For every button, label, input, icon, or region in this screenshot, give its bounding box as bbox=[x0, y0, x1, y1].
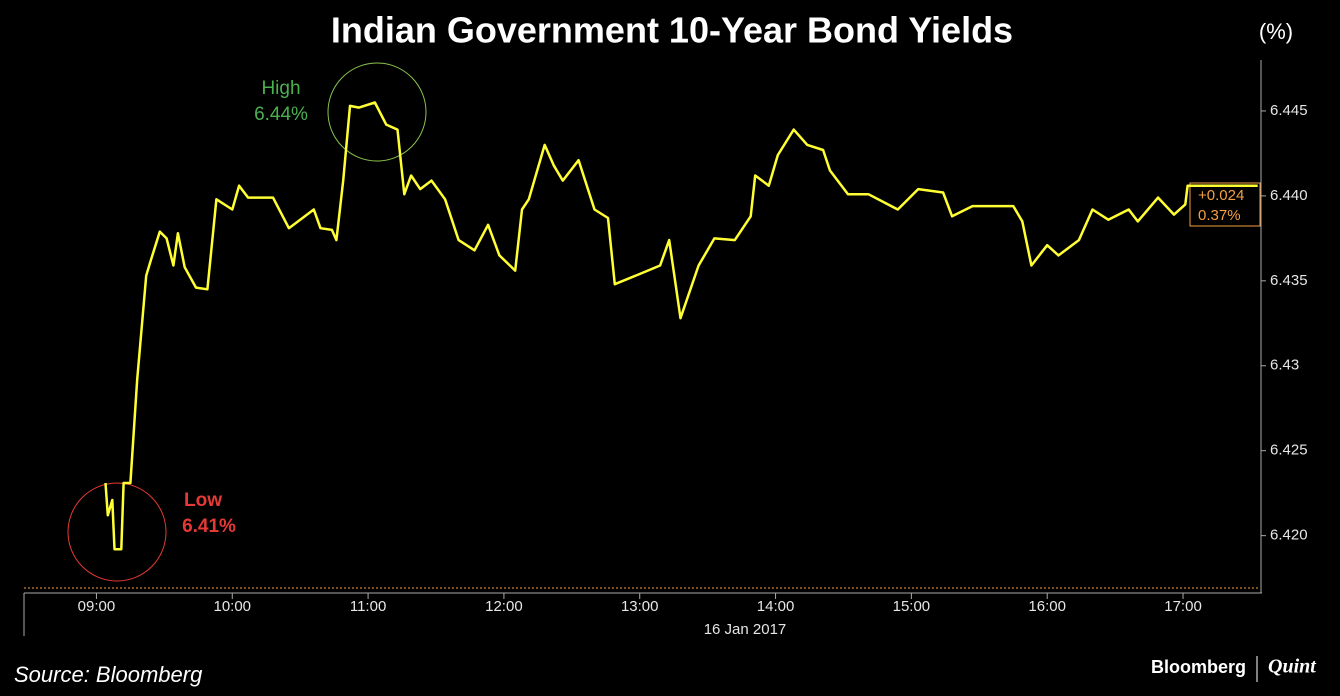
x-tick-label: 15:00 bbox=[893, 598, 931, 615]
line-series bbox=[104, 101, 1258, 551]
chart-title: Indian Government 10-Year Bond Yields bbox=[331, 10, 1013, 51]
annotation: 0.37% bbox=[1198, 207, 1241, 224]
y-tick-label: 6.435 bbox=[1270, 272, 1308, 289]
brand-quint: Quint bbox=[1268, 656, 1317, 678]
x-tick-label: 10:00 bbox=[213, 598, 251, 615]
x-tick-label: 14:00 bbox=[757, 598, 795, 615]
unit-label: (%) bbox=[1259, 19, 1293, 44]
annotation: High bbox=[261, 78, 300, 99]
x-axis-label: 16 Jan 2017 bbox=[704, 621, 787, 638]
y-tick-label: 6.420 bbox=[1270, 527, 1308, 544]
y-tick-label: 6.445 bbox=[1270, 102, 1308, 119]
annotation: +0.024 bbox=[1198, 187, 1244, 204]
high-circle bbox=[327, 62, 427, 162]
x-tick-label: 16:00 bbox=[1028, 598, 1066, 615]
annotation: 6.44% bbox=[254, 104, 308, 125]
y-tick-label: 6.440 bbox=[1270, 187, 1308, 204]
y-tick-label: 6.425 bbox=[1270, 442, 1308, 459]
x-tick-label: 13:00 bbox=[621, 598, 659, 615]
x-tick-label: 11:00 bbox=[350, 598, 386, 615]
x-tick-label: 09:00 bbox=[78, 598, 116, 615]
y-tick-label: 6.43 bbox=[1270, 357, 1299, 374]
annotation: Low bbox=[184, 490, 222, 511]
low-circle bbox=[67, 482, 167, 582]
brand-bloomberg: Bloomberg bbox=[1151, 657, 1246, 677]
source: Source: Bloomberg bbox=[14, 662, 203, 687]
last-value-tag bbox=[1189, 182, 1261, 227]
x-tick-label: 12:00 bbox=[485, 598, 523, 615]
x-tick-label: 17:00 bbox=[1164, 598, 1202, 615]
annotation: 6.41% bbox=[182, 516, 236, 537]
